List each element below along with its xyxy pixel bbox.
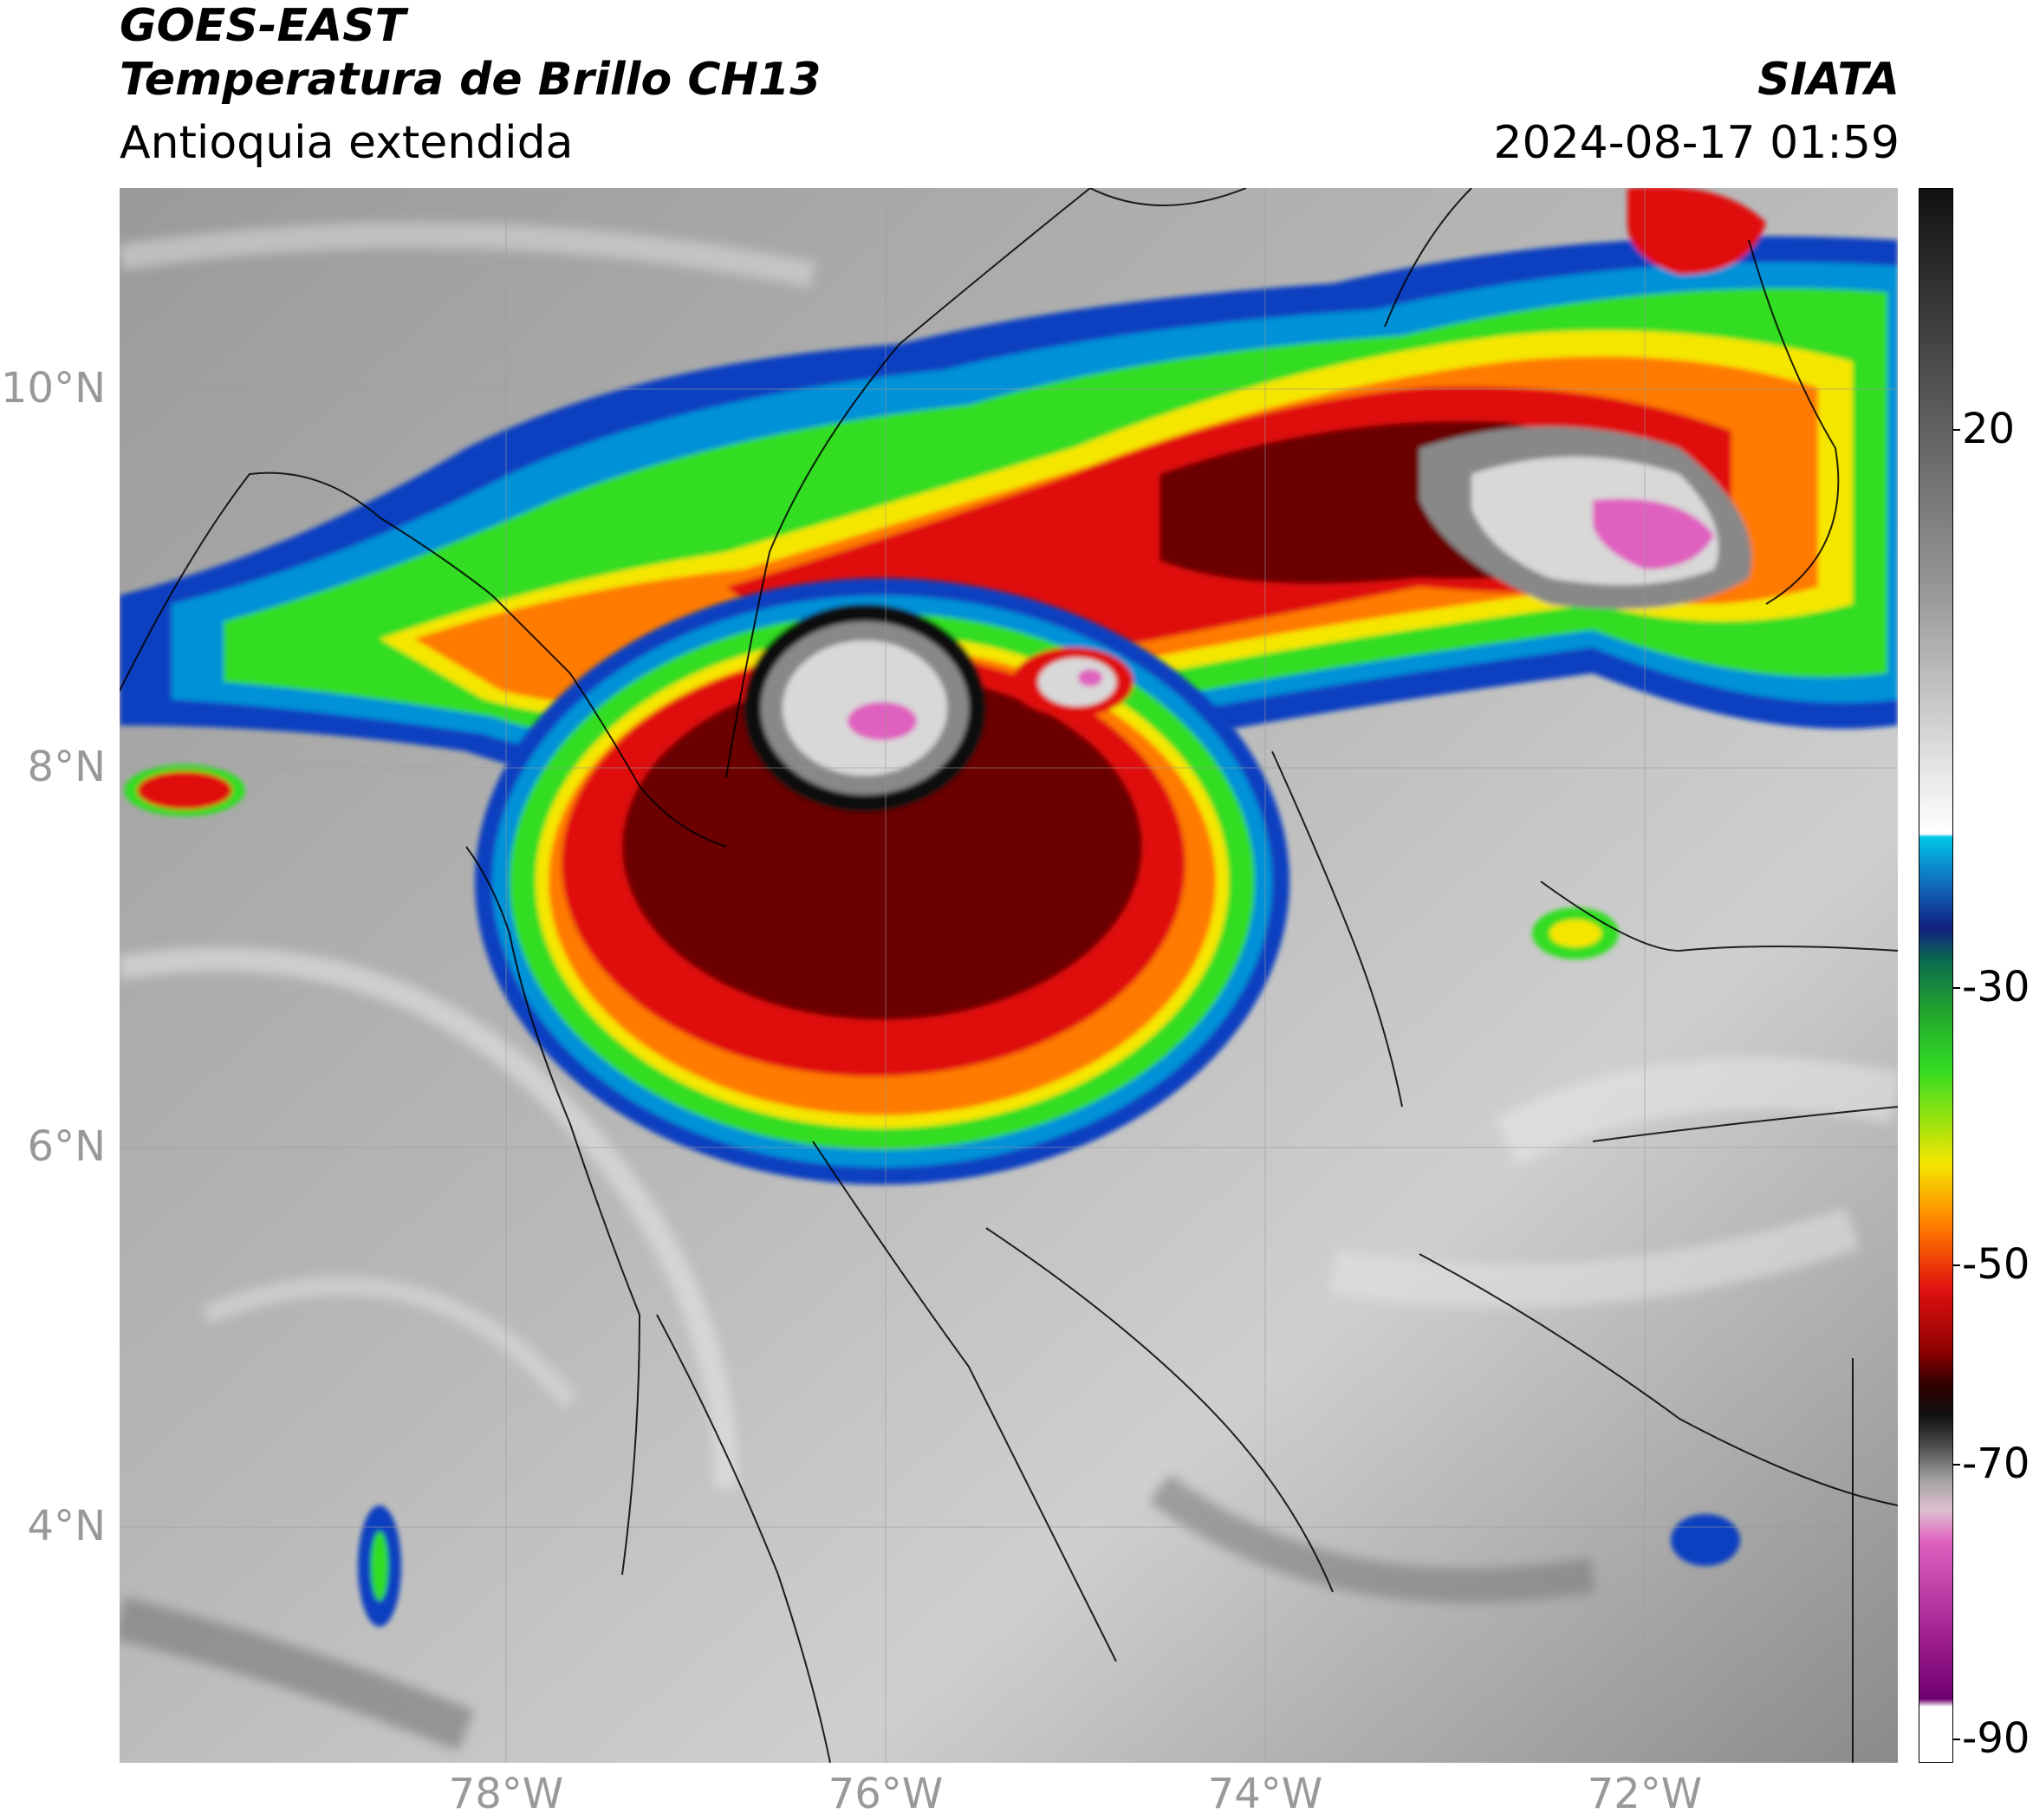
lon-tick-76W: 76°W <box>828 1770 944 1818</box>
storm-system-central <box>475 578 1289 1185</box>
cloud-streaks <box>120 222 1898 1752</box>
satellite-map <box>120 188 1898 1763</box>
lon-tick-78W: 78°W <box>448 1770 564 1818</box>
colorbar-tickmark <box>1953 429 1960 431</box>
satellite-title: GOES-EAST <box>120 0 406 52</box>
colorbar-tickmark <box>1953 987 1960 989</box>
lon-tick-74W: 74°W <box>1207 1770 1323 1818</box>
region-subtitle: Antioquia extendida <box>120 117 574 169</box>
small-cells <box>124 764 1740 1627</box>
lat-tick-8N: 8°N <box>27 743 106 791</box>
lat-tick-4N: 4°N <box>27 1502 106 1550</box>
colorbar-tick-minus90: -90 <box>1962 1714 2030 1763</box>
colorbar-tick-minus50: -50 <box>1962 1240 2030 1289</box>
organization-label: SIATA <box>1757 54 1900 106</box>
lat-tick-6N: 6°N <box>27 1122 106 1171</box>
lon-tick-72W: 72°W <box>1587 1770 1703 1818</box>
lat-tick-10N: 10°N <box>1 364 106 413</box>
storm-system-north <box>120 188 1898 782</box>
colorbar-tick-minus70: -70 <box>1962 1440 2030 1488</box>
product-title: Temperatura de Brillo CH13 <box>120 54 822 106</box>
datetime-label: 2024-08-17 01:59 <box>1493 117 1900 169</box>
colorbar-tickmark <box>1953 1264 1960 1266</box>
colorbar-tickmark <box>1953 1464 1960 1466</box>
colorbar <box>1919 188 1953 1763</box>
country-borders <box>120 188 1898 1763</box>
colorbar-tick-20: 20 <box>1962 405 2016 453</box>
colorbar-tick-minus30: -30 <box>1962 963 2030 1011</box>
colorbar-tickmark <box>1953 1739 1960 1740</box>
grid-lines <box>120 188 1898 1763</box>
